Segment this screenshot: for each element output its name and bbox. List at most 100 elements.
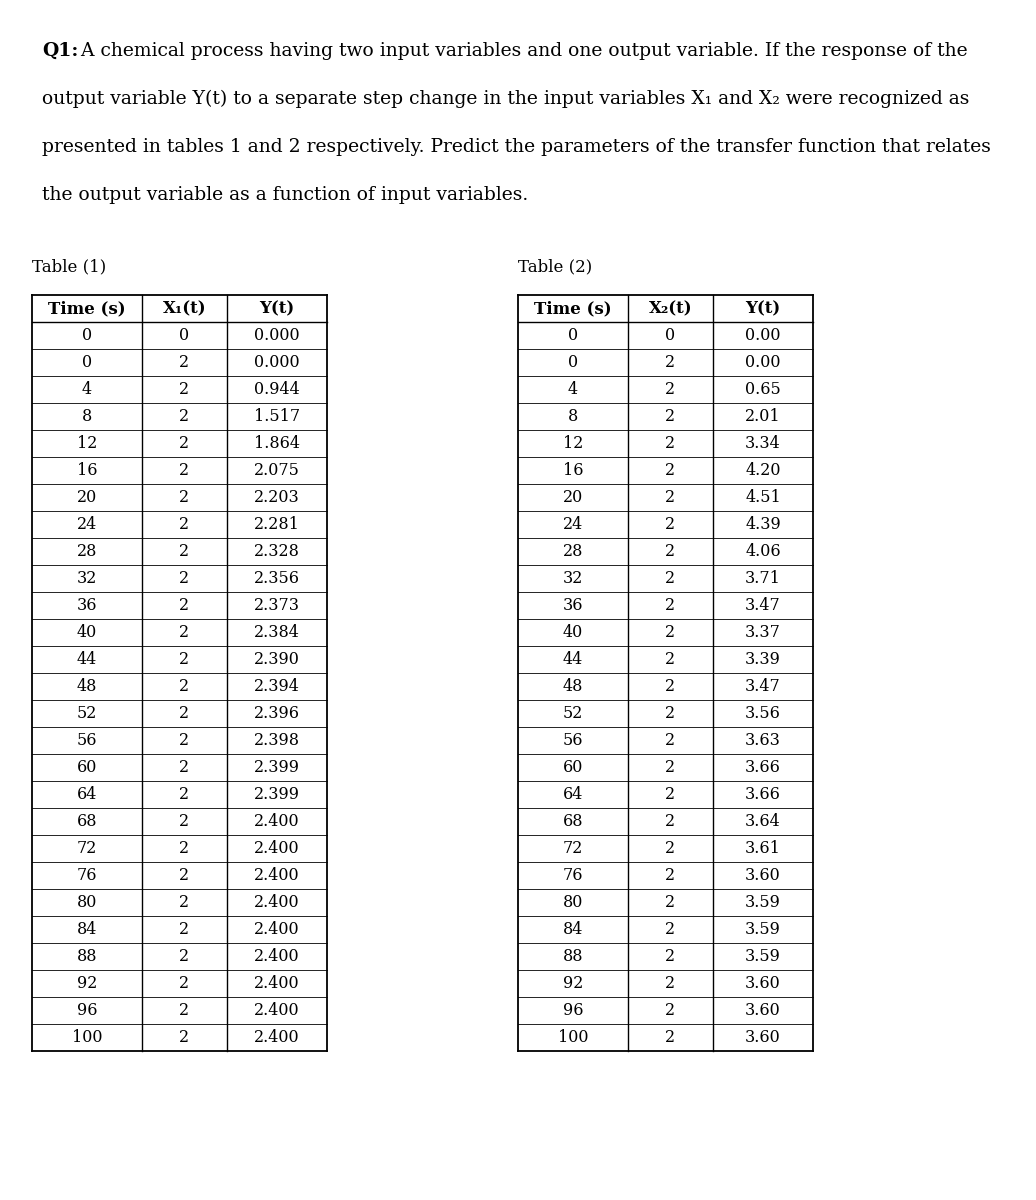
Text: 3.60: 3.60 [745, 974, 781, 992]
Text: Q1:: Q1: [42, 42, 79, 60]
Text: 2: 2 [665, 758, 675, 776]
Text: 2: 2 [179, 840, 190, 857]
Text: 52: 52 [77, 704, 97, 722]
Text: 2: 2 [665, 894, 675, 911]
Text: 2.400: 2.400 [254, 948, 299, 965]
Text: Y(t): Y(t) [745, 300, 780, 317]
Text: 0.00: 0.00 [745, 326, 781, 344]
Text: 2: 2 [179, 542, 190, 560]
Text: 56: 56 [563, 732, 583, 749]
Text: 2: 2 [179, 462, 190, 479]
Text: 2: 2 [665, 814, 675, 830]
Text: 2: 2 [179, 1028, 190, 1046]
Text: 2.075: 2.075 [254, 462, 300, 479]
Text: 96: 96 [563, 1002, 583, 1019]
Text: 100: 100 [557, 1028, 588, 1046]
Text: 3.59: 3.59 [745, 948, 781, 965]
Text: 64: 64 [563, 786, 583, 803]
Text: 2: 2 [179, 354, 190, 371]
Text: 2.399: 2.399 [254, 758, 300, 776]
Text: 2: 2 [665, 650, 675, 668]
Text: 44: 44 [563, 650, 583, 668]
Text: 100: 100 [71, 1028, 103, 1046]
Text: 2: 2 [665, 624, 675, 641]
Text: 4.51: 4.51 [745, 490, 781, 506]
Text: 0.944: 0.944 [254, 382, 299, 398]
Text: 2: 2 [179, 866, 190, 884]
Text: 2: 2 [665, 516, 675, 533]
Text: 0: 0 [82, 326, 92, 344]
Text: 4.20: 4.20 [745, 462, 781, 479]
Text: 2: 2 [179, 948, 190, 965]
Text: 2.400: 2.400 [254, 974, 299, 992]
Text: 32: 32 [77, 570, 97, 587]
Text: 2: 2 [179, 758, 190, 776]
Text: 2: 2 [179, 596, 190, 614]
Text: 84: 84 [77, 922, 97, 938]
Text: 32: 32 [563, 570, 583, 587]
Text: 2.400: 2.400 [254, 894, 299, 911]
Text: 76: 76 [563, 866, 583, 884]
Text: 1.864: 1.864 [254, 434, 300, 452]
Text: 3.37: 3.37 [745, 624, 781, 641]
Text: 3.59: 3.59 [745, 922, 781, 938]
Text: 2: 2 [179, 1002, 190, 1019]
Text: 3.60: 3.60 [745, 1002, 781, 1019]
Text: 2.281: 2.281 [254, 516, 300, 533]
Text: 2: 2 [665, 948, 675, 965]
Text: 2: 2 [665, 542, 675, 560]
Text: 12: 12 [77, 434, 97, 452]
Text: 3.66: 3.66 [745, 758, 781, 776]
Text: 2: 2 [665, 678, 675, 695]
Text: 2.394: 2.394 [254, 678, 300, 695]
Text: 84: 84 [563, 922, 583, 938]
Text: 2: 2 [665, 974, 675, 992]
Text: 3.59: 3.59 [745, 894, 781, 911]
Text: 16: 16 [563, 462, 583, 479]
Text: 48: 48 [77, 678, 97, 695]
Text: 2: 2 [179, 408, 190, 425]
Text: 2: 2 [665, 570, 675, 587]
Text: 52: 52 [563, 704, 583, 722]
Text: X₁(t): X₁(t) [163, 300, 206, 317]
Text: 2: 2 [665, 786, 675, 803]
Text: 4: 4 [568, 382, 578, 398]
Text: 2: 2 [665, 1028, 675, 1046]
Text: 2: 2 [665, 490, 675, 506]
Text: 2.400: 2.400 [254, 922, 299, 938]
Text: 3.61: 3.61 [745, 840, 781, 857]
Text: 2.399: 2.399 [254, 786, 300, 803]
Text: 2.373: 2.373 [254, 596, 300, 614]
Text: 2: 2 [665, 866, 675, 884]
Text: 0: 0 [82, 354, 92, 371]
Text: 28: 28 [563, 542, 583, 560]
Text: 2.203: 2.203 [254, 490, 299, 506]
Text: output variable Y(t) to a separate step change in the input variables X₁ and X₂ : output variable Y(t) to a separate step … [42, 90, 970, 108]
Text: 88: 88 [77, 948, 97, 965]
Text: 76: 76 [77, 866, 97, 884]
Text: 3.47: 3.47 [745, 596, 781, 614]
Text: 2.400: 2.400 [254, 866, 299, 884]
Text: 0: 0 [665, 326, 675, 344]
Text: 3.64: 3.64 [745, 814, 781, 830]
Text: 2: 2 [665, 462, 675, 479]
Text: 28: 28 [77, 542, 97, 560]
Text: 80: 80 [563, 894, 583, 911]
Text: 48: 48 [563, 678, 583, 695]
Text: 60: 60 [563, 758, 583, 776]
Text: 2: 2 [179, 732, 190, 749]
Text: 2.328: 2.328 [254, 542, 300, 560]
Text: 0.000: 0.000 [254, 326, 299, 344]
Text: 2: 2 [179, 624, 190, 641]
Text: 3.60: 3.60 [745, 1028, 781, 1046]
Text: 2: 2 [179, 786, 190, 803]
Text: Time (s): Time (s) [49, 300, 125, 317]
Text: 3.60: 3.60 [745, 866, 781, 884]
Text: 2: 2 [665, 596, 675, 614]
Text: 0.00: 0.00 [745, 354, 781, 371]
Text: 2.356: 2.356 [254, 570, 300, 587]
Text: 2: 2 [179, 570, 190, 587]
Text: 2.396: 2.396 [254, 704, 300, 722]
Text: 2: 2 [179, 434, 190, 452]
Text: 2: 2 [665, 704, 675, 722]
